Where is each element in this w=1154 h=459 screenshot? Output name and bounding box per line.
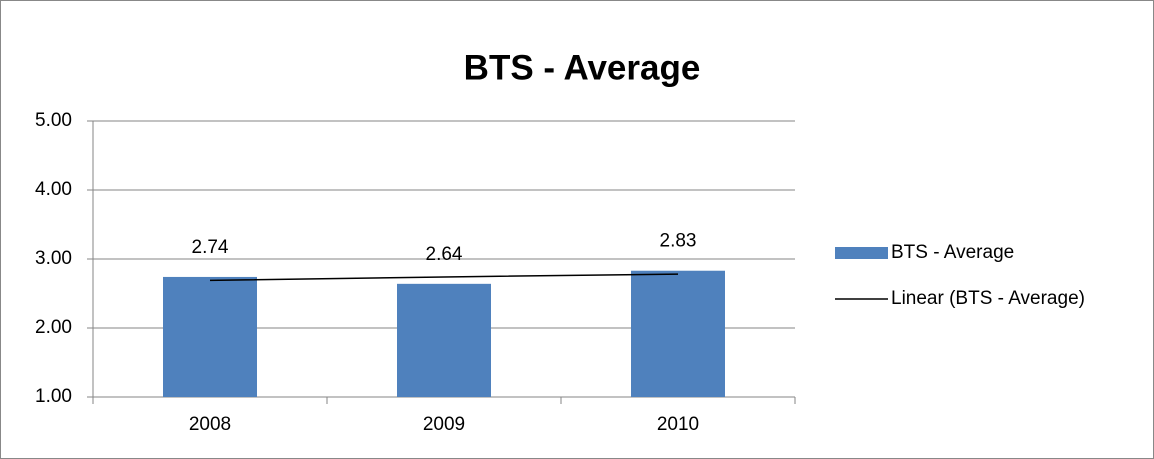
data-label: 2.64: [426, 244, 463, 265]
x-tick-label: 2008: [189, 414, 231, 435]
y-tick-label: 4.00: [35, 179, 72, 200]
y-tick-label: 1.00: [35, 386, 72, 407]
x-tick-label: 2009: [423, 414, 465, 435]
legend-label: BTS - Average: [891, 242, 1014, 263]
legend-swatch: [835, 247, 888, 259]
y-tick-label: 3.00: [35, 248, 72, 269]
trend-line: [209, 273, 679, 282]
bar: [631, 270, 725, 397]
y-tick-label: 5.00: [35, 110, 72, 131]
x-tick-label: 2010: [657, 414, 699, 435]
chart-title: BTS - Average: [464, 48, 701, 87]
data-label: 2.83: [660, 231, 697, 252]
bar: [163, 276, 257, 397]
y-tick-label: 2.00: [35, 317, 72, 338]
legend-label: Linear (BTS - Average): [891, 288, 1085, 309]
data-label: 2.74: [192, 237, 229, 258]
bar: [397, 283, 491, 397]
